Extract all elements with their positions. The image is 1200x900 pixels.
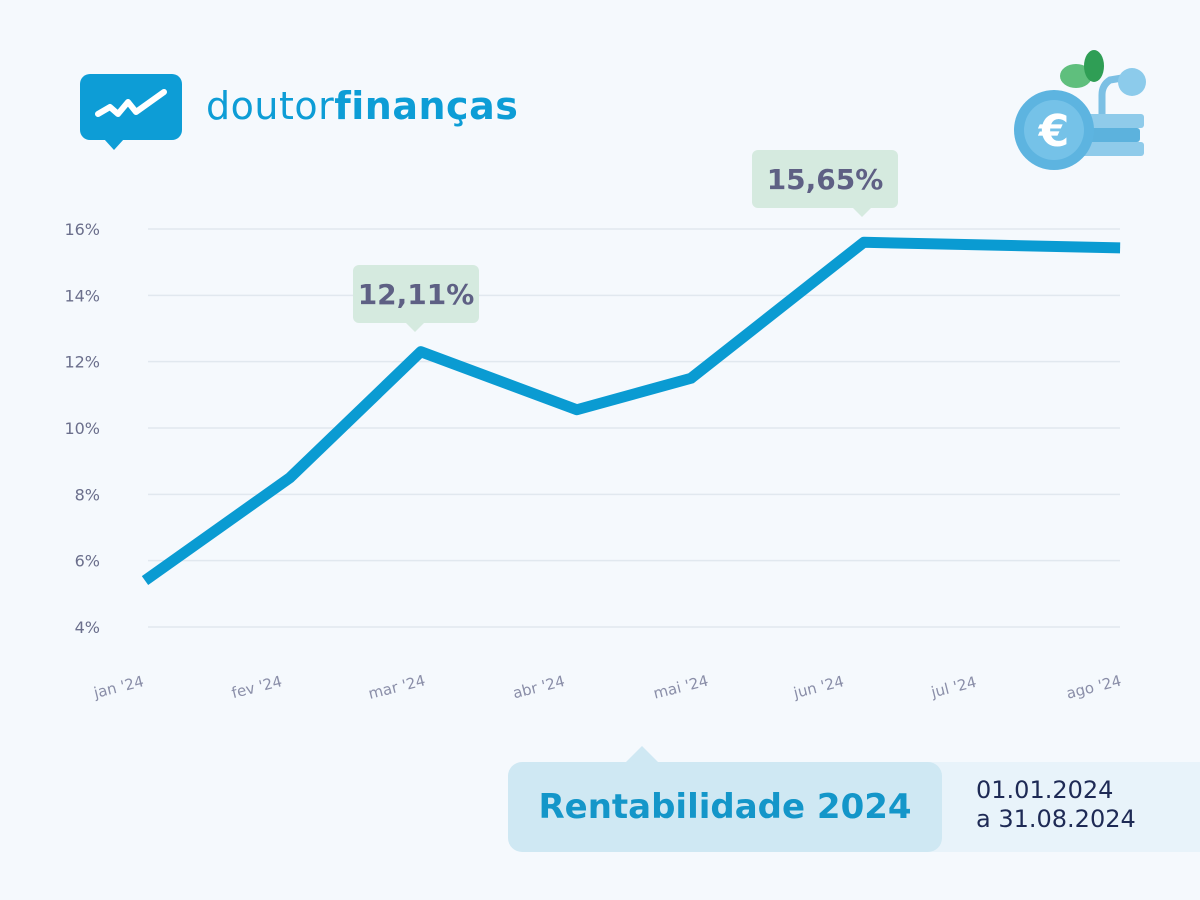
y-tick-label: 4% [75,618,100,637]
date-band [900,762,1200,852]
x-tick-label: mar '24 [366,671,427,702]
y-tick-label: 16% [64,220,100,239]
series-line [141,236,1121,586]
date-to: a 31.08.2024 [976,805,1136,833]
y-tick-label: 6% [75,552,100,571]
x-tick-label: abr '24 [511,672,567,702]
brand-part1: doutor [206,84,335,128]
euro-growth-icon: € [1014,50,1146,170]
brand-part2: finanças [334,84,519,128]
annotation-jun: 15,65% [752,150,898,217]
x-tick-label: fev '24 [230,672,284,702]
date-from: 01.01.2024 [976,776,1114,804]
x-tick-label: jun '24 [791,672,846,702]
logo-icon [80,74,182,150]
line-chart: 4% 6% 8% 10% 12% 14% 16% jan '24 fev '24 mar '24 a… [64,220,1124,703]
brand-name: doutorfinanças [206,84,518,128]
y-tick-label: 12% [64,353,100,372]
date-range: 01.01.2024 a 31.08.2024 [976,776,1136,834]
y-tick-label: 10% [64,419,100,438]
x-tick-label: mai '24 [651,672,710,703]
x-tick-label: ago '24 [1065,672,1124,703]
x-tick-label: jan '24 [91,672,146,702]
annotation-mar: 12,11% [353,265,479,332]
svg-text:€: € [1038,106,1070,157]
x-tick-label: jul '24 [928,673,978,702]
y-tick-label: 8% [75,485,100,504]
y-tick-label: 14% [64,286,100,305]
chart-title: Rentabilidade 2024 [508,746,942,852]
